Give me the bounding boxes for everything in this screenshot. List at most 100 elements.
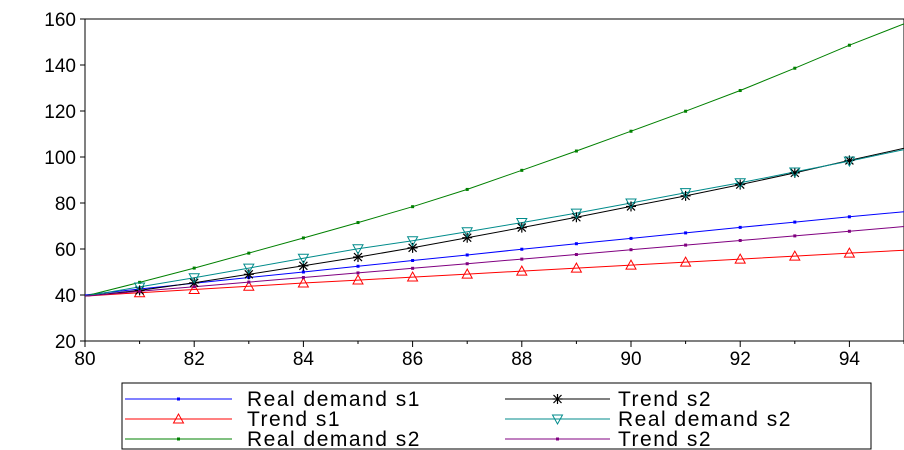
series-markers-2 [138, 43, 851, 284]
legend-label: Trend s1 [247, 408, 341, 431]
series-line-2 [84, 23, 904, 297]
data-point-marker [297, 277, 310, 288]
x-tick-label: 84 [293, 349, 315, 370]
series-lines [84, 23, 904, 297]
legend-item: Real demand s2 [125, 428, 419, 450]
data-point-marker [788, 167, 801, 178]
data-point-marker [406, 236, 419, 247]
legend-item: Trend s2 [505, 388, 712, 411]
data-point-marker [465, 253, 469, 257]
data-point-marker [679, 188, 692, 199]
x-tick-label: 80 [74, 349, 95, 370]
data-point-marker [788, 250, 801, 261]
data-point-marker [789, 167, 800, 178]
data-point-marker [242, 263, 255, 275]
data-point-marker [629, 248, 633, 252]
y-tick-label: 120 [44, 102, 76, 123]
y-tick-label: 100 [44, 148, 76, 169]
data-point-marker [629, 129, 633, 133]
legend-item: Real demand s2 [505, 408, 792, 431]
data-point-marker [301, 236, 305, 240]
series-line-0 [84, 211, 904, 296]
y-tick-label: 80 [55, 194, 76, 215]
data-point-marker [847, 229, 851, 233]
data-point-marker [465, 262, 469, 266]
series-line-4 [84, 149, 904, 297]
data-point-marker [192, 266, 196, 270]
data-point-marker [177, 437, 180, 441]
data-point-marker [847, 43, 851, 47]
data-point-marker [465, 187, 469, 191]
data-point-marker [625, 198, 637, 210]
data-point-marker [738, 238, 742, 242]
data-point-marker [793, 234, 797, 238]
data-point-marker [843, 247, 856, 258]
data-point-marker [301, 276, 305, 280]
series-line-1 [84, 249, 904, 297]
legend-box [121, 382, 872, 450]
data-point-marker [734, 253, 747, 264]
data-point-marker [188, 273, 201, 284]
legend-label: Real demand s1 [247, 388, 421, 411]
data-point-marker [515, 218, 528, 229]
data-point-marker [679, 256, 692, 267]
x-tick-label: 86 [402, 349, 423, 370]
x-tick-label: 88 [511, 349, 532, 370]
data-point-marker [684, 109, 688, 113]
y-tick-label: 40 [55, 286, 76, 307]
data-point-marker [684, 231, 688, 235]
data-point-marker [461, 268, 474, 279]
data-point-marker [461, 227, 474, 238]
data-point-marker [843, 156, 856, 168]
data-point-marker [242, 280, 255, 291]
plot-area [84, 18, 904, 342]
y-tick-label: 20 [55, 332, 76, 353]
data-point-marker [138, 289, 142, 293]
data-point-marker [406, 271, 419, 282]
data-point-marker [356, 271, 360, 275]
data-point-marker [247, 251, 251, 255]
data-point-marker [192, 285, 196, 289]
legend-label: Trend s2 [618, 388, 712, 411]
data-point-marker [551, 414, 564, 426]
data-point-marker [520, 247, 524, 251]
series-markers-3 [134, 155, 855, 296]
y-axis: 20 40 60 80 100 120 140 160 [44, 10, 85, 353]
data-point-marker [847, 215, 851, 219]
data-point-marker [301, 270, 305, 274]
data-point-marker [297, 253, 310, 265]
data-point-marker [356, 264, 360, 268]
data-point-marker [574, 149, 578, 153]
data-point-marker [352, 244, 364, 255]
data-point-marker [684, 243, 688, 247]
x-axis: 80 82 84 86 88 90 92 94 [74, 341, 904, 370]
data-point-marker [629, 236, 633, 240]
data-point-marker [570, 208, 583, 220]
x-tick-label: 92 [730, 349, 751, 370]
data-point-marker [574, 253, 578, 257]
data-point-marker [243, 269, 254, 280]
series-line-5 [84, 226, 904, 297]
series-markers [133, 43, 856, 298]
data-point-marker [625, 259, 637, 270]
data-point-marker [172, 412, 185, 424]
legend-label: Real demand s2 [618, 408, 792, 431]
series-markers-4 [133, 156, 856, 293]
data-point-marker [574, 242, 578, 246]
data-point-marker [247, 280, 251, 284]
data-point-marker [734, 178, 747, 189]
data-point-marker [411, 205, 415, 209]
data-point-marker [738, 89, 742, 93]
y-tick-label: 140 [44, 56, 76, 77]
x-tick-label: 90 [620, 349, 641, 370]
legend-item: Trend s2 [505, 428, 711, 450]
data-point-marker [520, 168, 524, 172]
data-point-marker [411, 259, 415, 262]
data-point-marker [556, 437, 559, 441]
data-point-marker [738, 225, 742, 229]
legend-item: Trend s1 [125, 408, 341, 431]
y-tick-label: 60 [55, 240, 76, 261]
series-line-3 [84, 147, 904, 297]
